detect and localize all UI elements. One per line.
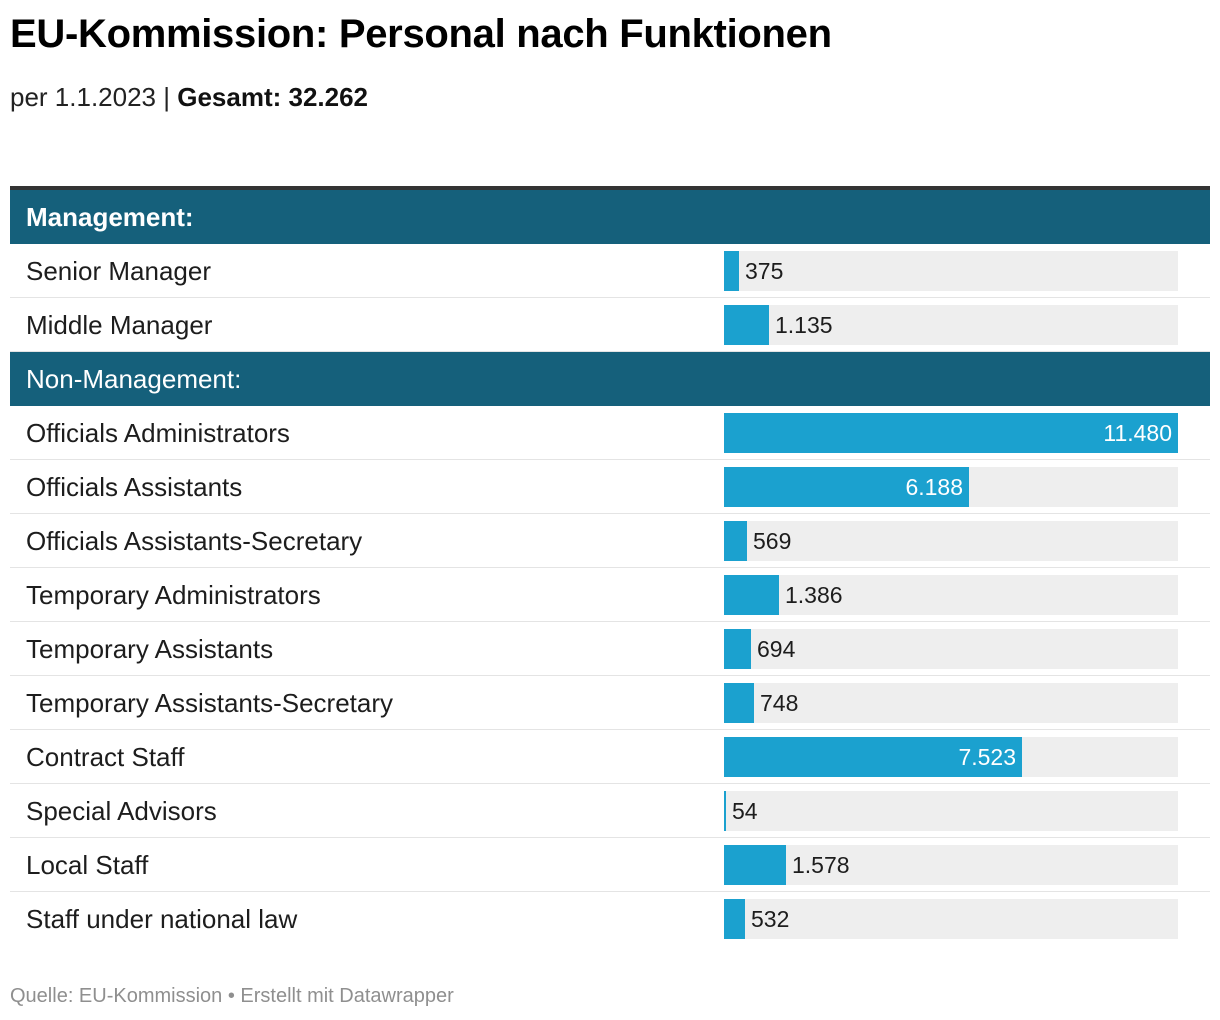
bar-track: 375	[724, 251, 1178, 291]
bar	[724, 575, 779, 615]
row-label: Temporary Assistants-Secretary	[26, 688, 394, 718]
table-row: Special Advisors 54	[10, 784, 1210, 838]
value-label: 6.188	[905, 474, 963, 500]
table-row: Officials Assistants 6.188	[10, 460, 1210, 514]
table-row: Officials Assistants-Secretary 569	[10, 514, 1210, 568]
row-label: Middle Manager	[26, 310, 213, 340]
bar	[724, 467, 969, 507]
row-label: Special Advisors	[26, 796, 217, 826]
subtitle-date: per 1.1.2023 |	[10, 82, 178, 112]
bar-track: 7.523	[724, 737, 1178, 777]
row-label: Officials Administrators	[26, 418, 290, 448]
value-label: 11.480	[1103, 420, 1172, 446]
bar-track: 1.135	[724, 305, 1178, 345]
row-label: Senior Manager	[26, 256, 211, 286]
row-label: Temporary Administrators	[26, 580, 321, 610]
value-label: 694	[757, 636, 796, 662]
table-row: Temporary Assistants-Secretary 748	[10, 676, 1210, 730]
chart-subtitle: per 1.1.2023 | Gesamt: 32.262	[10, 82, 368, 113]
group-header: Non-Management:	[10, 352, 1210, 406]
bar-track: 532	[724, 899, 1178, 939]
bar-track: 694	[724, 629, 1178, 669]
bar-table: Management: Senior Manager 375 Middle Manag…	[10, 186, 1210, 946]
bar	[724, 683, 754, 723]
row-label: Staff under national law	[26, 904, 298, 934]
table-row: Senior Manager 375	[10, 244, 1210, 298]
table-row: Staff under national law 532	[10, 892, 1210, 946]
table-row: Temporary Administrators 1.386	[10, 568, 1210, 622]
value-label: 569	[753, 528, 792, 554]
group-header: Management:	[10, 190, 1210, 244]
bar	[724, 845, 786, 885]
table-row: Contract Staff 7.523	[10, 730, 1210, 784]
table-row: Officials Administrators 11.480	[10, 406, 1210, 460]
value-label: 1.135	[775, 312, 833, 338]
row-label: Officials Assistants	[26, 472, 243, 502]
row-label: Local Staff	[26, 850, 149, 880]
source-footer: Quelle: EU-Kommission • Erstellt mit Dat…	[10, 985, 454, 1007]
bar-track: 1.386	[724, 575, 1178, 615]
chart-title: EU-Kommission: Personal nach Funktionen	[10, 12, 832, 56]
bar-track: 6.188	[724, 467, 1178, 507]
table-row: Local Staff 1.578	[10, 838, 1210, 892]
bar	[724, 791, 726, 831]
value-label: 532	[751, 906, 790, 932]
bar	[724, 521, 747, 561]
value-label: 1.578	[792, 852, 850, 878]
value-label: 375	[745, 258, 784, 284]
row-label: Temporary Assistants	[26, 634, 274, 664]
table-row: Temporary Assistants 694	[10, 622, 1210, 676]
subtitle-total: Gesamt: 32.262	[177, 82, 369, 112]
table-row: Middle Manager 1.135	[10, 298, 1210, 352]
value-label: 748	[760, 690, 799, 716]
bar-track: 54	[724, 791, 1178, 831]
bar-track: 748	[724, 683, 1178, 723]
bar-track: 11.480	[724, 413, 1178, 453]
value-label: 7.523	[958, 744, 1016, 770]
bar	[724, 737, 1022, 777]
bar	[724, 629, 751, 669]
bar	[724, 251, 739, 291]
bar	[724, 899, 745, 939]
value-label: 54	[732, 798, 758, 824]
bar	[724, 305, 769, 345]
bar-track: 1.578	[724, 845, 1178, 885]
bar-track: 569	[724, 521, 1178, 561]
row-label: Officials Assistants-Secretary	[26, 526, 363, 556]
bar	[724, 413, 1178, 453]
value-label: 1.386	[785, 582, 843, 608]
row-label: Contract Staff	[26, 742, 185, 772]
